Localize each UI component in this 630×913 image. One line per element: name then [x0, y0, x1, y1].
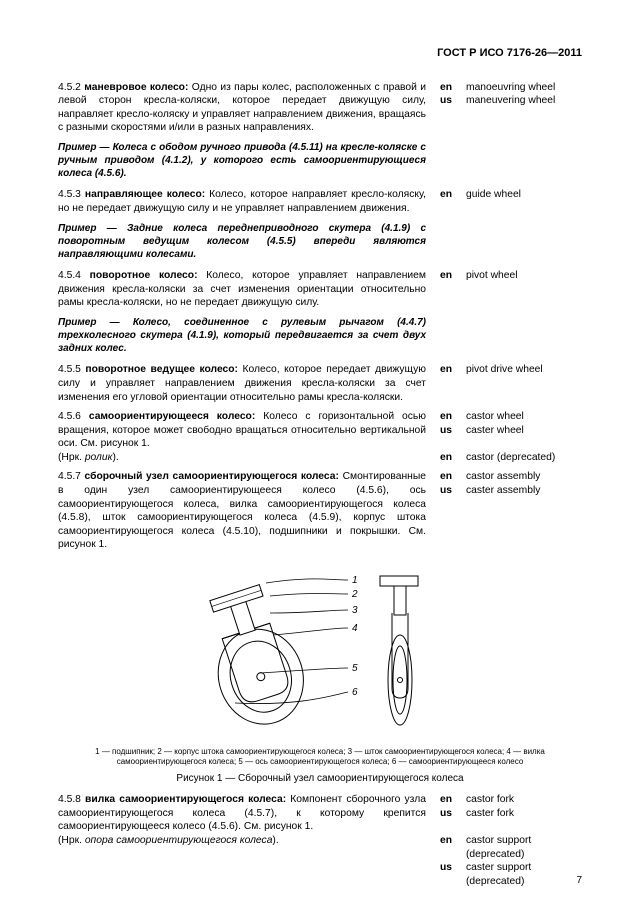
term-body: 4.5.4 поворотное колесо: Колесо, которое… [58, 269, 426, 310]
lang-label: en [440, 188, 466, 202]
trans-text: castor support (deprecated) [466, 834, 582, 861]
term-entry: 4.5.3 направляющее колесо: Колесо, котор… [58, 188, 582, 215]
term-text: Смонтированные в один узел самоориентиру… [58, 471, 426, 550]
document-page: ГОСТ Р ИСО 7176-26—2011 4.5.2 маневровое… [0, 0, 630, 913]
translations: encastor assembly uscaster assembly [426, 470, 582, 551]
document-id: ГОСТ Р ИСО 7176-26—2011 [58, 46, 582, 61]
lang-label: us [440, 424, 466, 438]
figure-label: 4 [352, 623, 358, 634]
trans-text [466, 437, 582, 451]
term-number: 4.5.4 поворотное колесо: [58, 270, 206, 281]
trans-text: castor wheel [466, 410, 582, 424]
translation-row: encastor support (deprecated) [440, 834, 582, 861]
figure-label: 2 [351, 589, 358, 600]
figure-label: 3 [352, 605, 358, 616]
translation-row: encastor (deprecated) [440, 451, 582, 465]
lang-label: en [440, 410, 466, 424]
term-entry: 4.5.2 маневровое колесо: Одно из пары ко… [58, 81, 582, 135]
term-body: 4.5.8 вилка самоориентирующегося колеса:… [58, 793, 426, 888]
example-text: Пример — Колеса с ободом ручного привода… [58, 141, 426, 181]
translations: encastor wheel uscaster wheel encastor (… [426, 410, 582, 464]
figure-svg: 1 2 3 4 5 6 [170, 558, 470, 738]
translation-row: encastor assembly [440, 470, 582, 484]
translation-row: enguide wheel [440, 188, 582, 202]
lang-label: us [440, 484, 466, 498]
term-body: 4.5.3 направляющее колесо: Колесо, котор… [58, 188, 426, 215]
lang-label: en [440, 269, 466, 283]
translation-row [440, 820, 582, 834]
lang-label: en [440, 363, 466, 377]
term-body: 4.5.5 поворотное ведущее колесо: Колесо,… [58, 363, 426, 404]
term-number: 4.5.3 направляющее колесо: [58, 189, 209, 200]
lang-label: en [440, 793, 466, 807]
page-number: 7 [576, 874, 582, 887]
translation-row: uscaster fork [440, 807, 582, 821]
term-body: 4.5.2 маневровое колесо: Одно из пары ко… [58, 81, 426, 135]
figure-label: 6 [352, 687, 358, 698]
lang-label: en [440, 81, 466, 95]
trans-text: castor fork [466, 793, 582, 807]
translations: enpivot drive wheel [426, 363, 582, 404]
trans-text: pivot wheel [466, 269, 582, 283]
trans-text: guide wheel [466, 188, 582, 202]
translation-row: uscaster support (deprecated) [440, 861, 582, 888]
figure-label: 5 [352, 663, 358, 674]
trans-text: manoeuvring wheel [466, 81, 582, 95]
lang-label: en [440, 451, 466, 465]
translation-row: uscaster wheel [440, 424, 582, 438]
translation-row: enmanoeuvring wheel [440, 81, 582, 95]
trans-text: caster fork [466, 807, 582, 821]
translation-row [440, 437, 582, 451]
trans-text: pivot drive wheel [466, 363, 582, 377]
example-text: Пример — Колесо, соединенное с рулевым р… [58, 316, 426, 356]
lang-label: en [440, 834, 466, 861]
translations: enpivot wheel [426, 269, 582, 310]
term-number: 4.5.5 поворотное ведущее колесо: [58, 364, 243, 375]
lang-label: us [440, 807, 466, 821]
lang-label [440, 437, 466, 451]
lang-label [440, 820, 466, 834]
term-entry: 4.5.4 поворотное колесо: Колесо, которое… [58, 269, 582, 310]
figure-legend: 1 — подшипник; 2 — корпус штока самоорие… [78, 747, 562, 769]
term-number: 4.5.2 маневровое колесо: [58, 82, 192, 93]
term-number: 4.5.7 сборочный узел самоориентирующегос… [58, 471, 343, 482]
figure-caption: Рисунок 1 — Сборочный узел самоориентиру… [58, 772, 582, 785]
term-body: 4.5.7 сборочный узел самоориентирующегос… [58, 470, 426, 551]
lang-label: us [440, 861, 466, 888]
translations: encastor fork uscaster fork encastor sup… [426, 793, 582, 888]
translation-row: encastor fork [440, 793, 582, 807]
figure-label: 1 [352, 575, 358, 586]
trans-text: castor assembly [466, 470, 582, 484]
translation-row: enpivot drive wheel [440, 363, 582, 377]
term-entry: 4.5.6 самоориентирующееся колесо: Колесо… [58, 410, 582, 464]
term-entry: 4.5.5 поворотное ведущее колесо: Колесо,… [58, 363, 582, 404]
translations: enguide wheel [426, 188, 582, 215]
trans-text: castor (deprecated) [466, 451, 582, 465]
lang-label: us [440, 94, 466, 108]
lang-label: en [440, 470, 466, 484]
term-body: 4.5.6 самоориентирующееся колесо: Колесо… [58, 410, 426, 464]
trans-text [466, 820, 582, 834]
example-text: Пример — Задние колеса переднеприводного… [58, 222, 426, 262]
translation-row: usmaneuvering wheel [440, 94, 582, 108]
term-entry: 4.5.7 сборочный узел самоориентирующегос… [58, 470, 582, 551]
translation-row: enpivot wheel [440, 269, 582, 283]
term-number: 4.5.6 самоориентирующееся колесо: [58, 411, 263, 422]
translation-row: encastor wheel [440, 410, 582, 424]
trans-text: caster support (deprecated) [466, 861, 582, 888]
trans-text: caster assembly [466, 484, 582, 498]
translations: enmanoeuvring wheel usmaneuvering wheel [426, 81, 582, 135]
translation-row: uscaster assembly [440, 484, 582, 498]
trans-text: caster wheel [466, 424, 582, 438]
term-entry: 4.5.8 вилка самоориентирующегося колеса:… [58, 793, 582, 888]
trans-text: maneuvering wheel [466, 94, 582, 108]
figure: 1 2 3 4 5 6 [58, 558, 582, 743]
term-number: 4.5.8 вилка самоориентирующегося колеса: [58, 794, 290, 805]
